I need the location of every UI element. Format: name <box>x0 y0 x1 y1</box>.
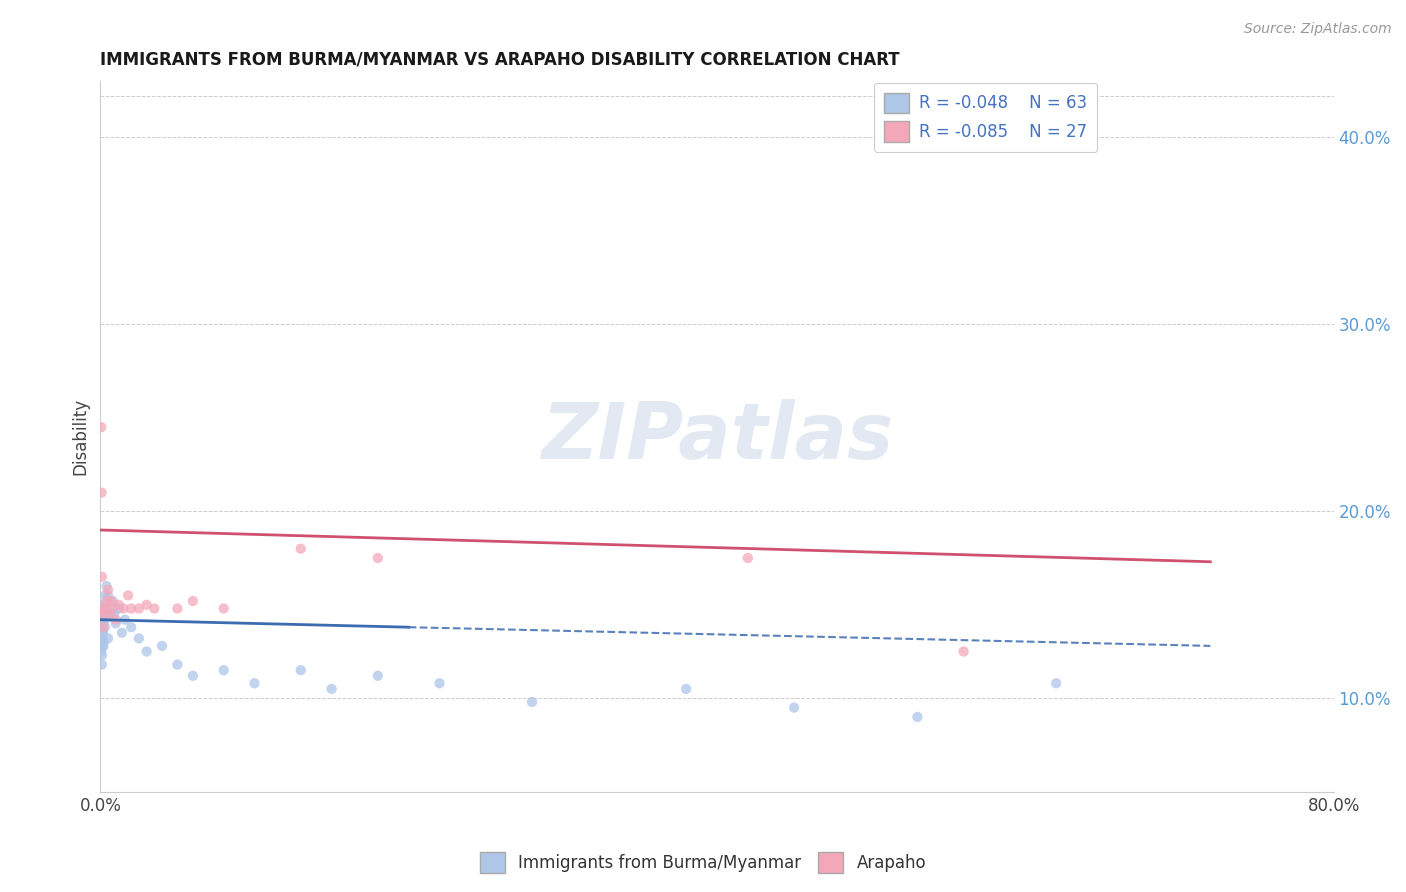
Point <box>97 632 120 646</box>
Point <box>143 601 166 615</box>
Point <box>90 601 112 615</box>
Point <box>90 607 112 621</box>
Point <box>181 669 204 683</box>
Point <box>91 622 114 636</box>
Point <box>90 625 112 640</box>
Point <box>166 601 188 615</box>
Point <box>91 613 114 627</box>
Point <box>120 601 142 615</box>
Text: IMMIGRANTS FROM BURMA/MYANMAR VS ARAPAHO DISABILITY CORRELATION CHART: IMMIGRANTS FROM BURMA/MYANMAR VS ARAPAHO… <box>100 51 900 69</box>
Point <box>181 594 204 608</box>
Point <box>108 601 131 615</box>
Point <box>90 657 112 672</box>
Point <box>91 635 114 649</box>
Point <box>103 607 125 621</box>
Point <box>108 598 131 612</box>
Point <box>166 657 188 672</box>
Point <box>93 639 115 653</box>
Point <box>90 632 112 646</box>
Point <box>135 598 157 612</box>
Point <box>117 589 139 603</box>
Y-axis label: Disability: Disability <box>72 398 89 475</box>
Point <box>90 630 112 644</box>
Point <box>91 635 114 649</box>
Point <box>520 695 543 709</box>
Point <box>91 625 114 640</box>
Point <box>111 625 134 640</box>
Point <box>104 616 127 631</box>
Point <box>90 616 112 631</box>
Point <box>90 639 112 653</box>
Text: Source: ZipAtlas.com: Source: ZipAtlas.com <box>1244 22 1392 37</box>
Point <box>90 420 112 434</box>
Point <box>290 663 312 677</box>
Legend: Immigrants from Burma/Myanmar, Arapaho: Immigrants from Burma/Myanmar, Arapaho <box>474 846 932 880</box>
Point <box>96 579 118 593</box>
Point <box>97 589 120 603</box>
Point <box>98 601 121 615</box>
Point <box>135 644 157 658</box>
Point <box>952 644 974 658</box>
Point <box>1045 676 1067 690</box>
Point <box>367 551 389 566</box>
Point <box>98 607 121 621</box>
Point <box>128 601 150 615</box>
Point <box>93 616 115 631</box>
Point <box>101 594 124 608</box>
Point <box>90 620 112 634</box>
Point <box>91 607 114 621</box>
Point <box>93 620 115 634</box>
Point <box>96 611 118 625</box>
Point <box>100 607 122 621</box>
Point <box>90 485 112 500</box>
Point <box>429 676 451 690</box>
Point <box>97 582 120 597</box>
Point <box>91 616 114 631</box>
Point <box>93 598 115 612</box>
Point <box>94 620 117 634</box>
Point <box>112 601 135 615</box>
Point <box>783 700 806 714</box>
Point <box>367 669 389 683</box>
Point <box>96 594 118 608</box>
Point <box>91 639 114 653</box>
Point <box>91 607 114 621</box>
Point <box>94 589 117 603</box>
Point <box>90 601 112 615</box>
Point <box>90 635 112 649</box>
Point <box>93 607 115 621</box>
Point <box>90 570 112 584</box>
Point <box>737 551 759 566</box>
Point <box>675 681 697 696</box>
Point <box>905 710 928 724</box>
Point <box>90 611 112 625</box>
Point <box>90 644 112 658</box>
Point <box>101 601 124 615</box>
Point <box>212 601 235 615</box>
Point <box>90 613 112 627</box>
Point <box>91 616 114 631</box>
Point <box>114 613 136 627</box>
Point <box>91 625 114 640</box>
Point <box>212 663 235 677</box>
Point <box>150 639 173 653</box>
Point <box>90 620 112 634</box>
Point <box>321 681 343 696</box>
Point <box>90 639 112 653</box>
Point <box>100 594 122 608</box>
Point <box>91 632 114 646</box>
Legend: R = -0.048    N = 63, R = -0.085    N = 27: R = -0.048 N = 63, R = -0.085 N = 27 <box>875 83 1097 152</box>
Text: ZIPatlas: ZIPatlas <box>541 399 893 475</box>
Point <box>94 601 117 615</box>
Point <box>243 676 266 690</box>
Point <box>128 632 150 646</box>
Point <box>90 648 112 663</box>
Point <box>104 613 127 627</box>
Point <box>120 620 142 634</box>
Point <box>290 541 312 556</box>
Point <box>90 630 112 644</box>
